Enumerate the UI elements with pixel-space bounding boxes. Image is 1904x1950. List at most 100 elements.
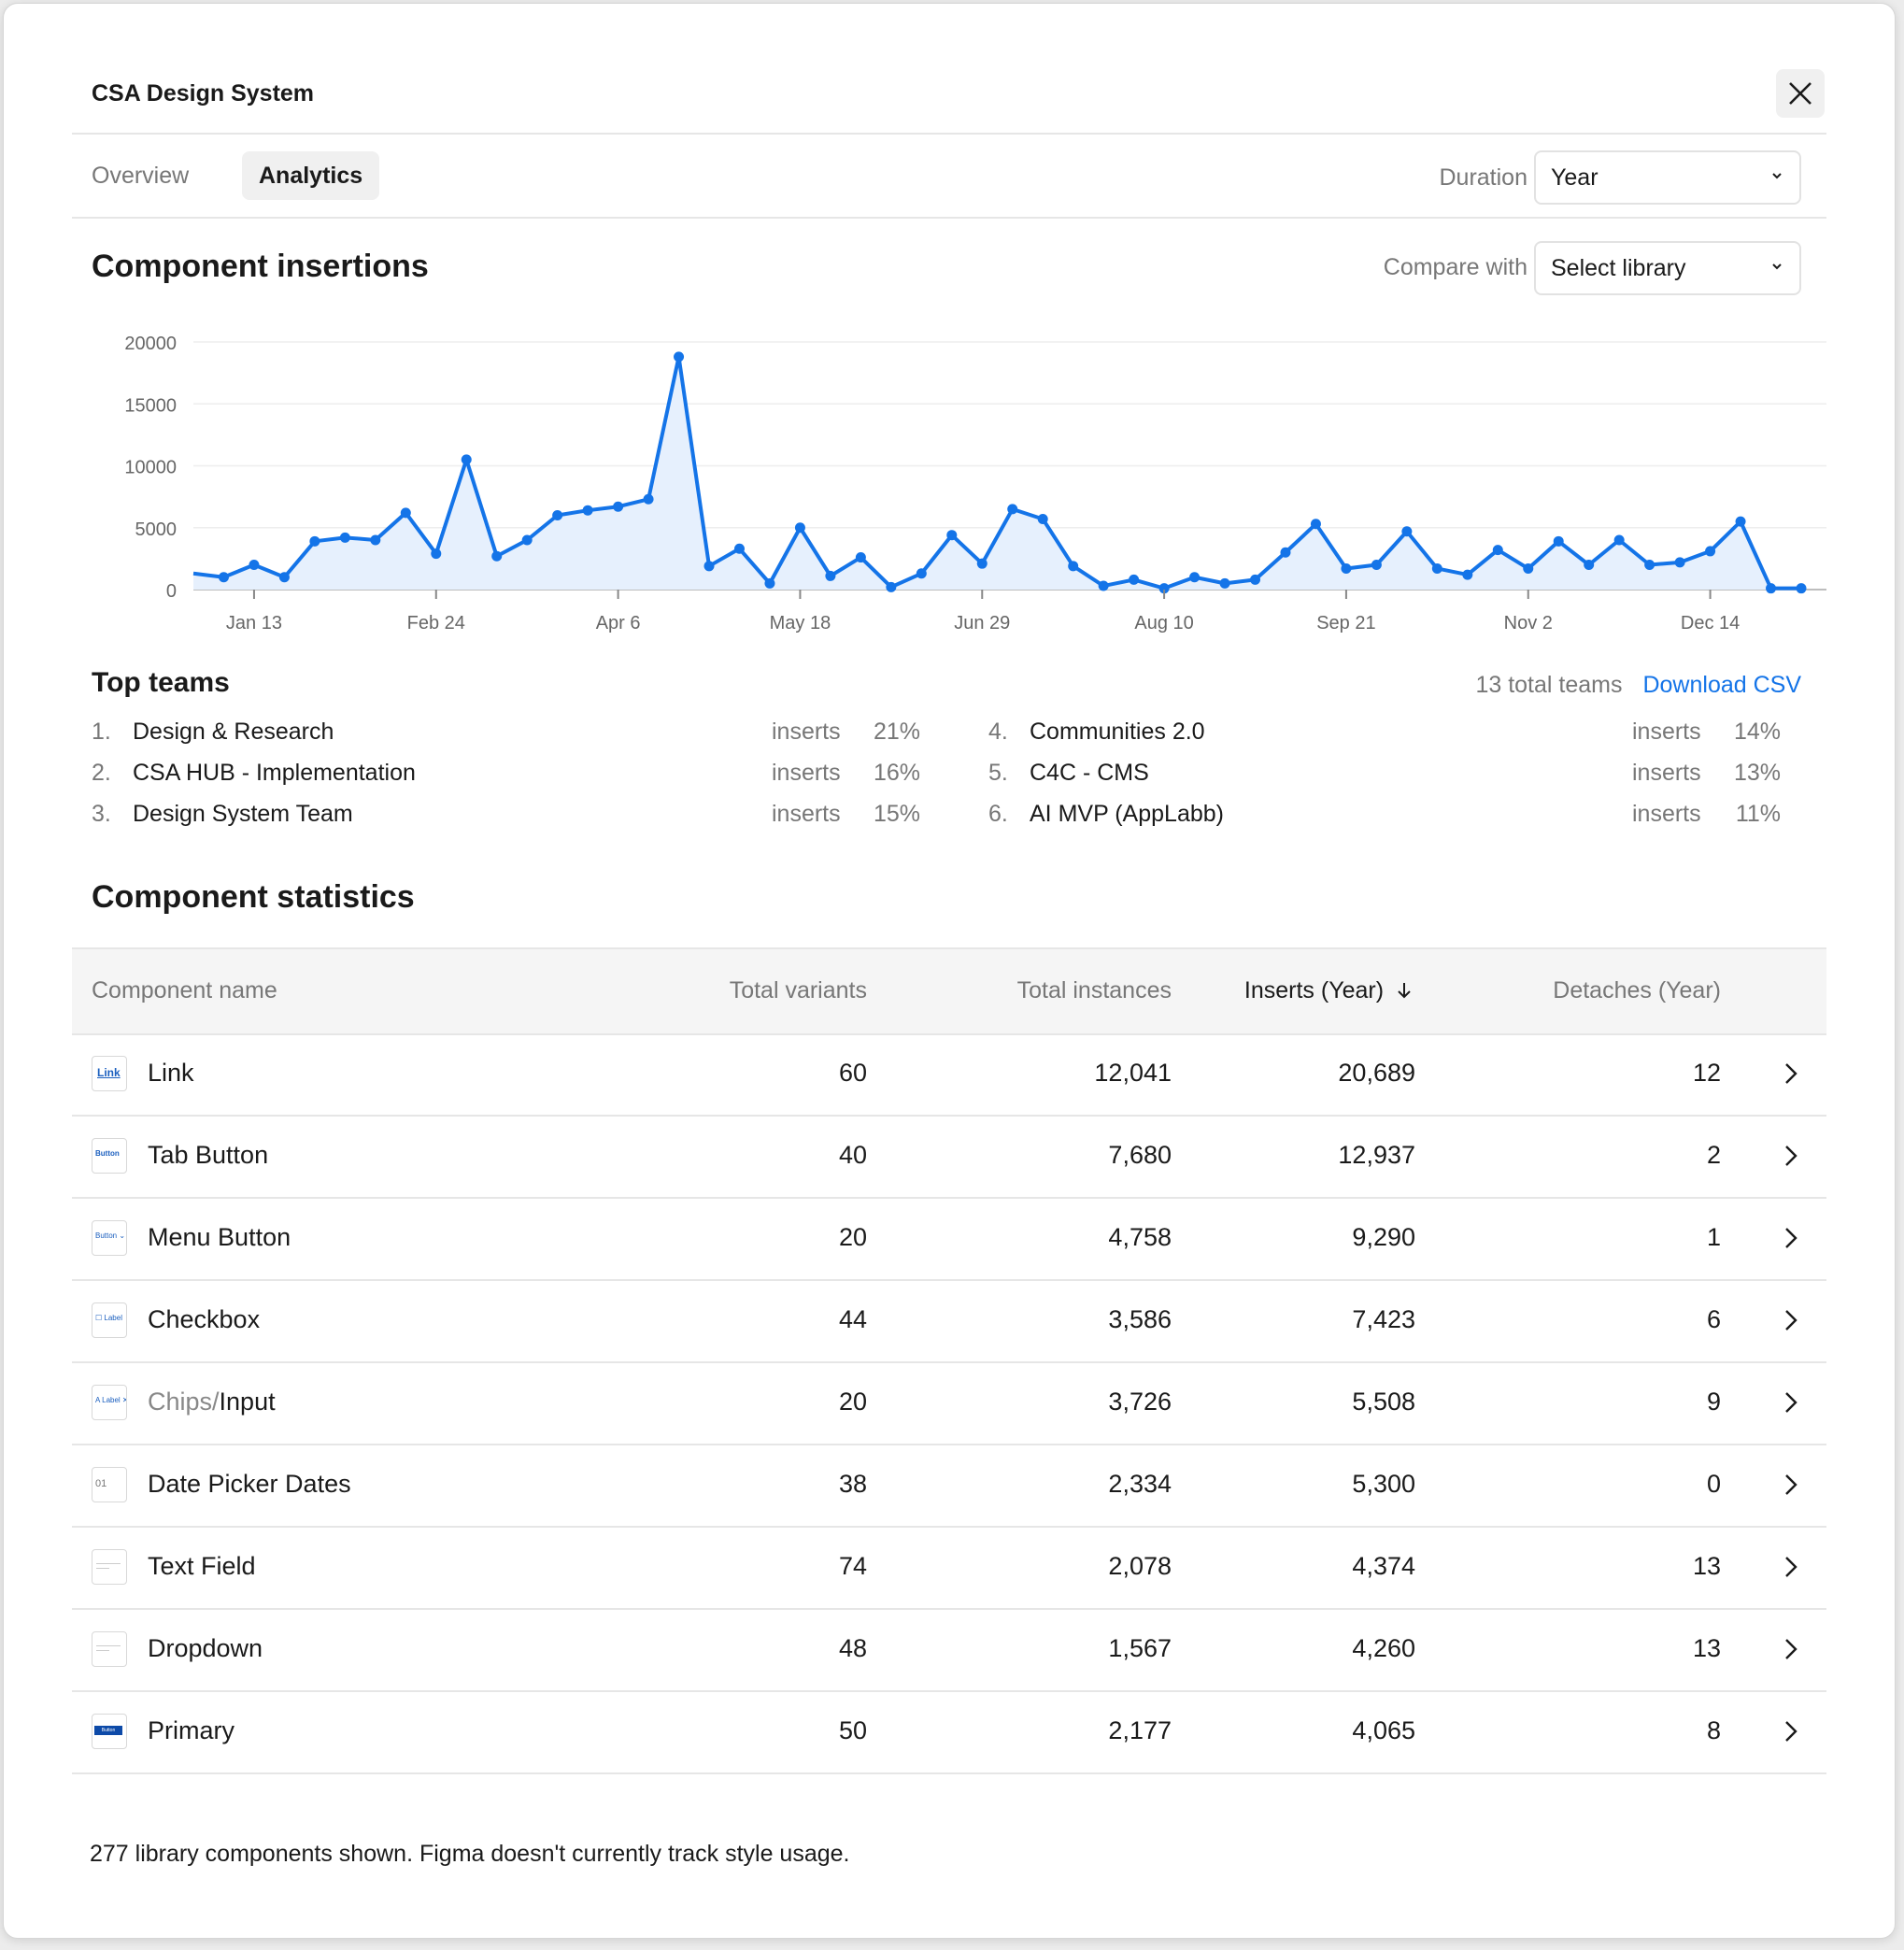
thumbnail-label: Link (97, 1066, 121, 1079)
modal-header: CSA Design System (72, 65, 1826, 135)
x-tick-label: Jan 13 (226, 613, 282, 633)
table-row[interactable]: Text Field 74 2,078 4,374 13 (72, 1526, 1826, 1610)
thumbnail-line (96, 1563, 121, 1564)
close-icon (1789, 82, 1812, 105)
total-variants: 20 (838, 1388, 867, 1416)
component-name-label: Date Picker Dates (148, 1470, 351, 1498)
data-point (431, 548, 442, 560)
chevron-right-icon[interactable] (1783, 1636, 1798, 1662)
team-metric-label: inserts (772, 760, 841, 786)
series-area (193, 356, 1801, 590)
series-line (192, 354, 1801, 591)
detaches-year: 1 (1706, 1223, 1721, 1251)
col-detaches[interactable]: Detaches (Year) (1553, 977, 1721, 1003)
chevron-right-icon[interactable] (1783, 1143, 1798, 1169)
team-name: AI MVP (AppLabb) (1030, 801, 1224, 827)
modal-content: CSA Design System Overview Analytics Dur… (72, 4, 1826, 1938)
chevron-right-icon[interactable] (1783, 1718, 1798, 1744)
component-name[interactable]: Tab Button (148, 1141, 268, 1170)
table-row[interactable]: Button Tab Button 40 7,680 12,937 2 (72, 1115, 1826, 1199)
component-name[interactable]: Text Field (148, 1552, 256, 1581)
team-item: 6. AI MVP (AppLabb) inserts 11% (988, 801, 1829, 838)
total-variants: 50 (838, 1716, 867, 1744)
inserts-year: 4,065 (1352, 1716, 1415, 1744)
data-point (613, 501, 624, 512)
y-tick-label: 15000 (124, 395, 177, 416)
compare-select[interactable]: Select library (1534, 241, 1801, 295)
table-row[interactable]: ☐ Label Checkbox 44 3,586 7,423 6 (72, 1279, 1826, 1363)
component-name-label: Tab Button (148, 1141, 269, 1169)
thumbnail-label: Button (95, 1149, 120, 1158)
team-percent: 11% (1735, 801, 1781, 827)
close-button[interactable] (1776, 69, 1825, 118)
component-name-label: Link (148, 1059, 194, 1087)
top-teams-meta: 13 total teams Download CSV (1475, 672, 1801, 699)
total-variants: 38 (838, 1470, 867, 1498)
team-item: 2. CSA HUB - Implementation inserts 16% (92, 760, 932, 797)
team-metric-label: inserts (772, 801, 841, 827)
data-point (976, 558, 988, 569)
chevron-down-icon (1772, 263, 1782, 270)
component-name-label: Menu Button (148, 1223, 291, 1251)
data-point (1219, 577, 1230, 589)
arrow-down-icon (1398, 983, 1411, 999)
component-name[interactable]: Chips/Input (148, 1388, 276, 1416)
data-point (1129, 574, 1140, 585)
team-percent: 13% (1733, 760, 1781, 786)
insertions-chart: 0 5000 10000 15000 20000 Jan 13 Feb 24 Apr 6 May… (124, 334, 1826, 633)
component-name[interactable]: Date Picker Dates (148, 1470, 351, 1499)
component-name[interactable]: Dropdown (148, 1634, 263, 1663)
col-component-name[interactable]: Component name (92, 977, 277, 1003)
team-item: 5. C4C - CMS inserts 13% (988, 760, 1829, 797)
chevron-right-icon[interactable] (1783, 1389, 1798, 1416)
team-name: Design & Research (133, 719, 334, 745)
duration-select[interactable]: Year (1534, 150, 1801, 205)
y-tick-label: 5000 (135, 520, 178, 540)
tab-analytics[interactable]: Analytics (242, 151, 380, 200)
total-teams-count: 13 total teams (1475, 672, 1623, 698)
table-row[interactable]: Link Link 60 12,041 20,689 12 (72, 1032, 1826, 1117)
data-point (278, 572, 290, 583)
data-point (946, 530, 958, 541)
col-inserts[interactable]: Inserts (Year) (1244, 977, 1413, 1004)
data-point (1341, 562, 1352, 574)
total-instances: 4,758 (1108, 1223, 1172, 1251)
total-variants: 44 (838, 1305, 867, 1333)
table-row[interactable]: Button Primary 50 2,177 4,065 8 (72, 1690, 1826, 1774)
chevron-right-icon[interactable] (1783, 1225, 1798, 1251)
table-row[interactable]: 01 Date Picker Dates 38 2,334 5,300 0 (72, 1444, 1826, 1528)
data-point (521, 534, 533, 546)
download-csv-link[interactable]: Download CSV (1642, 672, 1801, 698)
data-point (1310, 519, 1321, 530)
insertions-heading: Component insertions (92, 249, 429, 284)
thumbnail-label: ☐ Label (95, 1314, 122, 1322)
data-point (1431, 562, 1442, 574)
data-point (1735, 516, 1746, 527)
total-variants: 48 (838, 1634, 867, 1662)
col-total-instances[interactable]: Total instances (1016, 977, 1172, 1003)
x-tick-label: Apr 6 (596, 613, 641, 633)
chevron-right-icon[interactable] (1783, 1472, 1798, 1498)
chevron-right-icon[interactable] (1783, 1307, 1798, 1333)
chevron-right-icon[interactable] (1783, 1554, 1798, 1580)
data-point (1037, 513, 1048, 524)
team-name: Communities 2.0 (1030, 719, 1205, 745)
component-name[interactable]: Checkbox (148, 1305, 260, 1334)
tab-overview[interactable]: Overview (92, 163, 190, 189)
col-total-variants[interactable]: Total variants (729, 977, 867, 1003)
component-thumbnail: Button ⌄ (92, 1220, 127, 1256)
component-name[interactable]: Link (148, 1059, 194, 1088)
component-name[interactable]: Menu Button (148, 1223, 291, 1252)
table-row[interactable]: Button ⌄ Menu Button 20 4,758 9,290 1 (72, 1197, 1826, 1281)
table-row[interactable]: Dropdown 48 1,567 4,260 13 (72, 1608, 1826, 1692)
chevron-right-icon[interactable] (1783, 1060, 1798, 1087)
team-metric-label: inserts (1632, 719, 1701, 745)
team-metric-label: inserts (772, 719, 841, 745)
component-name-label: Primary (148, 1716, 234, 1744)
table-row[interactable]: A Label ✕ Chips/Input 20 3,726 5,508 9 (72, 1361, 1826, 1445)
data-point (1796, 583, 1807, 594)
component-name[interactable]: Primary (148, 1716, 234, 1745)
total-variants: 60 (838, 1059, 867, 1087)
data-point (309, 535, 320, 547)
team-percent: 14% (1733, 719, 1781, 745)
